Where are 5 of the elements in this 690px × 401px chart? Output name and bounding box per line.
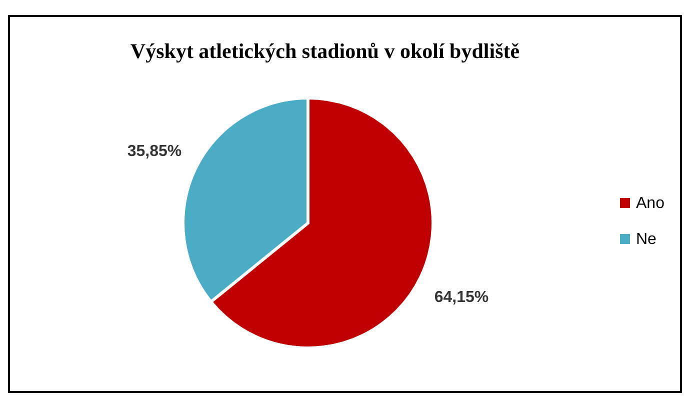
chart-title: Výskyt atletických stadionů v okolí bydliště (130, 39, 520, 63)
legend-label: Ne (636, 231, 657, 248)
data-label: 35,85% (127, 142, 182, 160)
legend-label: Ano (636, 195, 665, 212)
data-label: 64,15% (434, 289, 489, 306)
